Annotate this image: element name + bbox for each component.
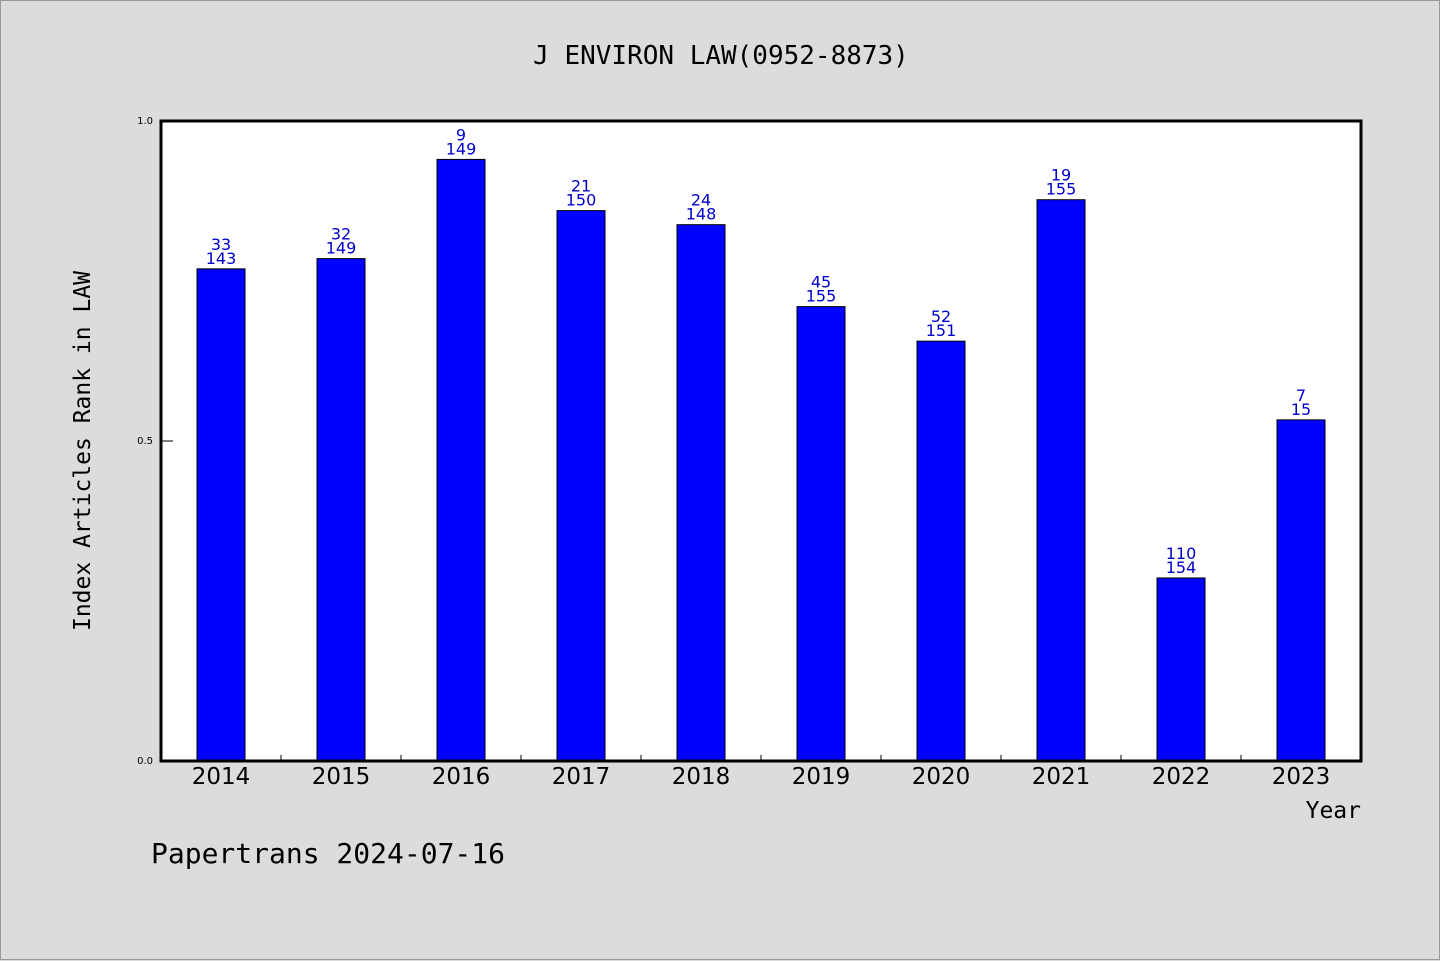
data-label-rank-2020: 52 — [931, 307, 951, 326]
data-label-total-2017: 150 — [566, 191, 597, 210]
bar-2023 — [1276, 419, 1326, 762]
y-tick-label: 0.5 — [137, 436, 153, 447]
data-label-rank-2023: 7 — [1296, 386, 1306, 405]
data-label-total-2021: 155 — [1046, 180, 1077, 199]
data-label-total-2019: 155 — [806, 287, 837, 306]
bar-2021 — [1036, 199, 1086, 762]
bar-2019 — [796, 306, 846, 762]
x-axis-label: Year — [1306, 798, 1361, 824]
x-tick-label-2022: 2022 — [1152, 764, 1211, 790]
data-label-total-2020: 151 — [926, 321, 957, 340]
x-tick-label-2019: 2019 — [792, 764, 851, 790]
bar-2017 — [556, 210, 606, 762]
chart-title: J ENVIRON LAW(0952-8873) — [533, 41, 909, 71]
bar-2016 — [436, 158, 486, 762]
bar-2022 — [1156, 577, 1206, 762]
x-tick-label-2016: 2016 — [432, 764, 491, 790]
footer-credit: Papertrans 2024-07-16 — [151, 837, 505, 870]
data-label-total-2015: 149 — [326, 239, 357, 258]
x-tick-label-2014: 2014 — [192, 764, 251, 790]
data-label-total-2023: 15 — [1291, 400, 1311, 419]
data-label-rank-2015: 32 — [331, 225, 351, 244]
data-label-total-2018: 148 — [686, 205, 717, 224]
data-label-rank-2014: 33 — [211, 235, 231, 254]
data-label-total-2014: 143 — [206, 249, 237, 268]
data-label-rank-2021: 19 — [1051, 166, 1071, 185]
data-label-rank-2019: 45 — [811, 273, 831, 292]
bar-2018 — [676, 224, 726, 762]
x-tick-label-2023: 2023 — [1272, 764, 1331, 790]
x-tick-label-2015: 2015 — [312, 764, 371, 790]
plot-frame — [159, 119, 1363, 763]
data-label-rank-2017: 21 — [571, 177, 591, 196]
y-axis-label: Index Articles Rank in LAW — [70, 271, 96, 631]
x-tick-label-2017: 2017 — [552, 764, 611, 790]
data-label-rank-2016: 9 — [456, 125, 466, 144]
y-tick-label: 1.0 — [137, 116, 153, 127]
data-label-rank-2022: 110 — [1166, 544, 1197, 563]
bar-2014 — [196, 268, 246, 762]
y-tick-label: 0.0 — [137, 756, 153, 767]
bar-2020 — [916, 340, 966, 762]
data-label-total-2016: 149 — [446, 139, 477, 158]
data-label-total-2022: 154 — [1166, 558, 1197, 577]
x-tick-label-2018: 2018 — [672, 764, 731, 790]
data-label-rank-2018: 24 — [691, 191, 711, 210]
bar-2015 — [316, 258, 366, 762]
x-tick-label-2020: 2020 — [912, 764, 971, 790]
x-tick-label-2021: 2021 — [1032, 764, 1091, 790]
